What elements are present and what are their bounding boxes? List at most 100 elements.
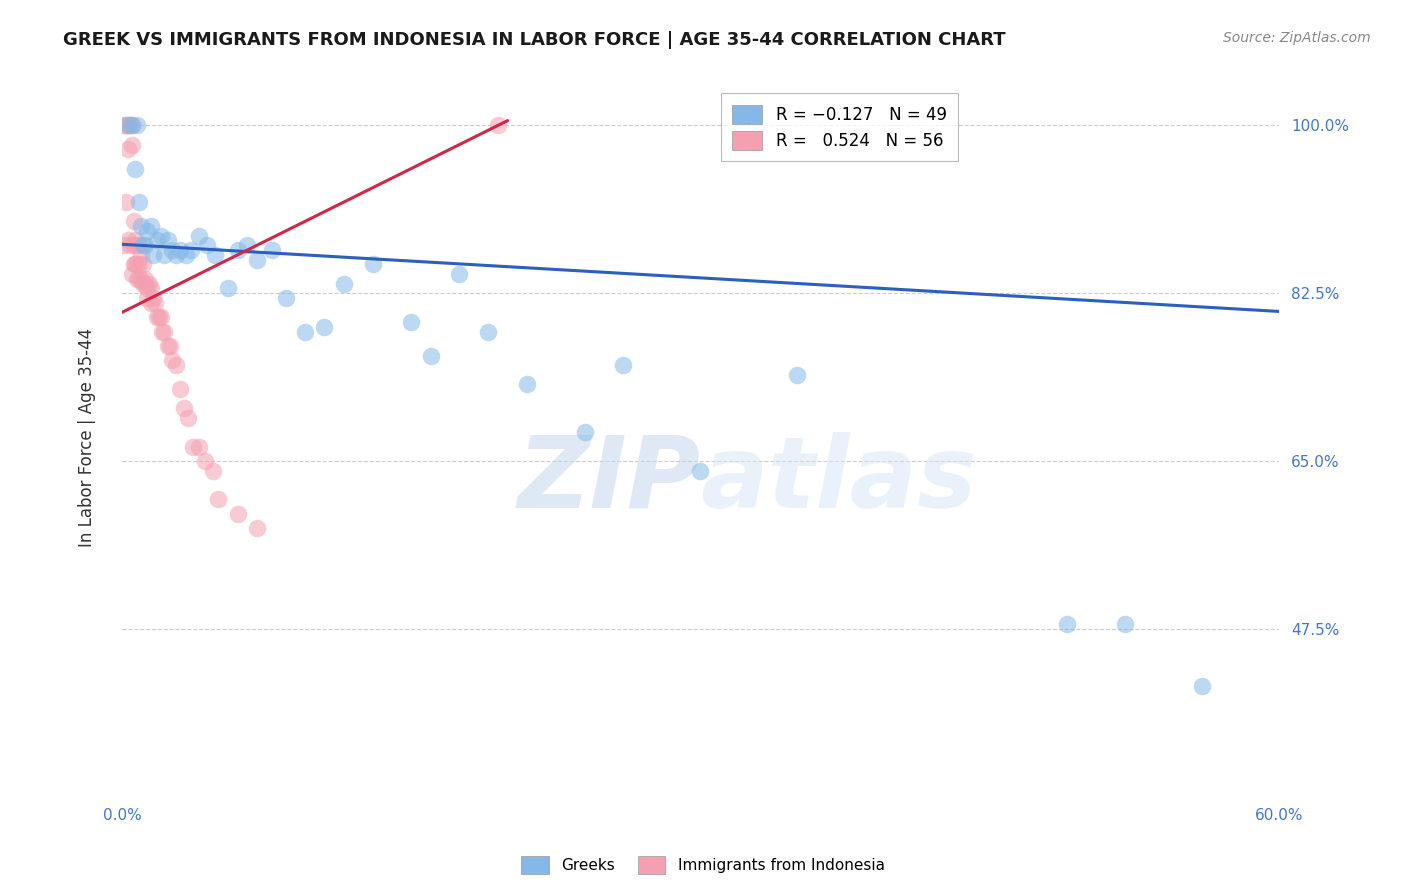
Point bbox=[129, 248, 152, 262]
Point bbox=[121, 119, 143, 133]
Point bbox=[128, 195, 150, 210]
Point bbox=[226, 507, 249, 521]
Point bbox=[139, 281, 162, 295]
Point bbox=[1056, 617, 1078, 632]
Point bbox=[399, 315, 422, 329]
Point bbox=[160, 243, 183, 257]
Point bbox=[134, 277, 156, 291]
Point bbox=[157, 339, 180, 353]
Text: GREEK VS IMMIGRANTS FROM INDONESIA IN LABOR FORCE | AGE 35-44 CORRELATION CHART: GREEK VS IMMIGRANTS FROM INDONESIA IN LA… bbox=[63, 31, 1005, 49]
Point bbox=[142, 291, 165, 305]
Point bbox=[136, 224, 159, 238]
Point bbox=[127, 238, 149, 252]
Point bbox=[128, 238, 150, 252]
Point bbox=[274, 291, 297, 305]
Point bbox=[236, 238, 259, 252]
Point bbox=[118, 238, 141, 252]
Text: ZIP: ZIP bbox=[517, 432, 700, 529]
Legend: Greeks, Immigrants from Indonesia: Greeks, Immigrants from Indonesia bbox=[516, 850, 890, 880]
Point bbox=[127, 257, 149, 271]
Point bbox=[153, 248, 176, 262]
Point bbox=[117, 119, 139, 133]
Point bbox=[114, 119, 136, 133]
Point bbox=[689, 464, 711, 478]
Point bbox=[1114, 617, 1136, 632]
Point bbox=[449, 267, 471, 281]
Point bbox=[226, 243, 249, 257]
Point bbox=[246, 521, 269, 535]
Point bbox=[121, 119, 143, 133]
Point bbox=[139, 295, 162, 310]
Point bbox=[194, 454, 217, 468]
Point bbox=[139, 219, 162, 233]
Point bbox=[361, 257, 384, 271]
Point bbox=[124, 234, 146, 248]
Point bbox=[217, 281, 239, 295]
Point bbox=[138, 277, 160, 291]
Point bbox=[124, 257, 146, 271]
Point bbox=[117, 142, 139, 156]
Y-axis label: In Labor Force | Age 35-44: In Labor Force | Age 35-44 bbox=[79, 327, 96, 547]
Point bbox=[173, 401, 195, 416]
Point bbox=[114, 195, 136, 210]
Point bbox=[124, 161, 146, 176]
Point bbox=[122, 238, 145, 252]
Point bbox=[169, 382, 191, 396]
Point bbox=[132, 277, 155, 291]
Point bbox=[117, 119, 139, 133]
Point bbox=[332, 277, 354, 291]
Point bbox=[181, 440, 204, 454]
Point bbox=[118, 119, 141, 133]
Point bbox=[132, 257, 155, 271]
Point bbox=[152, 325, 174, 339]
Point bbox=[145, 234, 167, 248]
Point bbox=[195, 238, 218, 252]
Point bbox=[419, 349, 441, 363]
Point bbox=[127, 119, 149, 133]
Point bbox=[574, 425, 596, 440]
Point bbox=[112, 238, 135, 252]
Point bbox=[128, 257, 150, 271]
Point bbox=[204, 248, 226, 262]
Point bbox=[477, 325, 499, 339]
Point bbox=[127, 272, 149, 286]
Point bbox=[117, 234, 139, 248]
Point bbox=[132, 238, 155, 252]
Point bbox=[129, 219, 152, 233]
Point bbox=[169, 243, 191, 257]
Point bbox=[157, 234, 180, 248]
Point bbox=[516, 377, 538, 392]
Point bbox=[262, 243, 284, 257]
Point bbox=[136, 291, 159, 305]
Point bbox=[188, 440, 211, 454]
Point bbox=[165, 358, 187, 372]
Point bbox=[294, 325, 316, 339]
Point bbox=[174, 248, 197, 262]
Point bbox=[314, 319, 336, 334]
Point bbox=[121, 267, 143, 281]
Point bbox=[201, 464, 224, 478]
Point bbox=[134, 272, 156, 286]
Point bbox=[188, 228, 211, 243]
Text: Source: ZipAtlas.com: Source: ZipAtlas.com bbox=[1223, 31, 1371, 45]
Point bbox=[207, 492, 229, 507]
Point bbox=[145, 310, 167, 325]
Point bbox=[112, 119, 135, 133]
Text: atlas: atlas bbox=[700, 432, 977, 529]
Point bbox=[153, 325, 176, 339]
Point bbox=[129, 272, 152, 286]
Point bbox=[159, 339, 181, 353]
Point bbox=[143, 295, 166, 310]
Point bbox=[122, 214, 145, 228]
Point bbox=[160, 353, 183, 368]
Point bbox=[148, 310, 170, 325]
Point bbox=[136, 281, 159, 295]
Point bbox=[165, 248, 187, 262]
Point bbox=[142, 248, 165, 262]
Point bbox=[246, 252, 269, 267]
Point bbox=[486, 119, 509, 133]
Point bbox=[134, 238, 156, 252]
Point bbox=[612, 358, 634, 372]
Point bbox=[149, 310, 172, 325]
Point bbox=[176, 410, 198, 425]
